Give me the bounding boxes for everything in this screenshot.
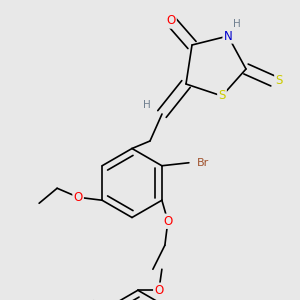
Text: H: H bbox=[143, 100, 151, 110]
Text: O: O bbox=[167, 14, 176, 28]
Text: S: S bbox=[275, 74, 283, 88]
Text: S: S bbox=[218, 89, 226, 103]
Text: O: O bbox=[163, 215, 172, 228]
Text: Br: Br bbox=[196, 158, 208, 168]
Text: O: O bbox=[154, 284, 164, 297]
Text: O: O bbox=[74, 191, 83, 204]
Text: H: H bbox=[233, 19, 241, 29]
Text: N: N bbox=[224, 29, 232, 43]
